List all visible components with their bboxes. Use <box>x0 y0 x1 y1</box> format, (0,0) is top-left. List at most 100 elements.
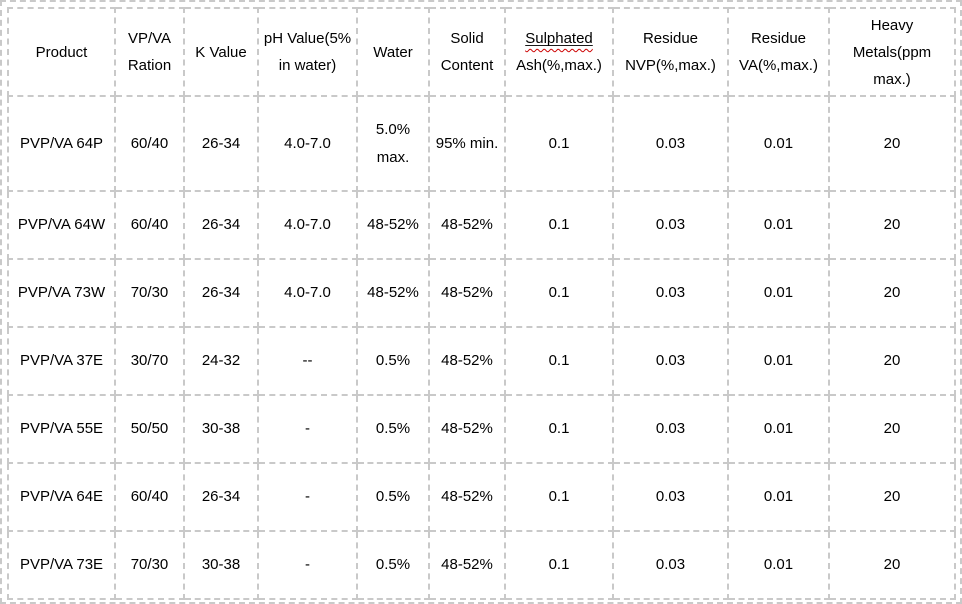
header-cell-residue-nvp: Residue NVP(%,max.) <box>612 7 729 97</box>
cell-water: 0.5% <box>356 530 430 600</box>
header-cell-water: Water <box>356 7 430 97</box>
cell-solid-content: 48-52% <box>428 326 506 396</box>
cell-heavy-metals: 20 <box>828 258 956 328</box>
header-cell-residue-va: Residue VA(%,max.) <box>727 7 830 97</box>
cell-water: 0.5% <box>356 394 430 464</box>
header-label: NVP(%,max.) <box>625 57 716 74</box>
cell-solid-content: 48-52% <box>428 258 506 328</box>
header-label: K Value <box>195 43 247 61</box>
header-cell-heavy-metals: Heavy Metals(ppm max.) <box>828 7 956 97</box>
product-spec-table: Product VP/VA Ration K Value pH Value(5%… <box>7 7 956 600</box>
cell-residue-va: 0.01 <box>727 190 830 260</box>
cell-residue-nvp: 0.03 <box>612 394 729 464</box>
cell-sulphated-ash: 0.1 <box>504 95 614 192</box>
cell-residue-nvp: 0.03 <box>612 462 729 532</box>
cell-sulphated-ash: 0.1 <box>504 530 614 600</box>
header-label: Sulphated <box>525 30 593 47</box>
cell-heavy-metals: 20 <box>828 462 956 532</box>
cell-sulphated-ash: 0.1 <box>504 258 614 328</box>
table-row: PVP/VA 64W 60/40 26-34 4.0-7.0 48-52% 48… <box>7 190 956 260</box>
cell-vpva-ration: 60/40 <box>114 190 185 260</box>
table-row: PVP/VA 64E 60/40 26-34 - 0.5% 48-52% 0.1… <box>7 462 956 532</box>
header-label: Ash(%,max.) <box>516 57 602 74</box>
cell-product: PVP/VA 55E <box>7 394 116 464</box>
cell-residue-nvp: 0.03 <box>612 190 729 260</box>
cell-k-value: 24-32 <box>183 326 259 396</box>
header-label: Solid <box>450 30 484 47</box>
cell-solid-content: 48-52% <box>428 462 506 532</box>
header-label: VP/VA <box>127 30 172 47</box>
cell-solid-content: 48-52% <box>428 190 506 260</box>
cell-ph-value: - <box>257 394 358 464</box>
cell-vpva-ration: 30/70 <box>114 326 185 396</box>
cell-product: PVP/VA 64P <box>7 95 116 192</box>
cell-product: PVP/VA 37E <box>7 326 116 396</box>
cell-k-value: 30-38 <box>183 394 259 464</box>
table-row: PVP/VA 64P 60/40 26-34 4.0-7.0 5.0% max.… <box>7 95 956 192</box>
cell-ph-value: 4.0-7.0 <box>257 95 358 192</box>
cell-heavy-metals: 20 <box>828 394 956 464</box>
cell-water: 0.5% <box>356 462 430 532</box>
cell-heavy-metals: 20 <box>828 530 956 600</box>
cell-ph-value: 4.0-7.0 <box>257 258 358 328</box>
cell-ph-value: 4.0-7.0 <box>257 190 358 260</box>
cell-product: PVP/VA 73E <box>7 530 116 600</box>
cell-water: 48-52% <box>356 258 430 328</box>
table-row: PVP/VA 73W 70/30 26-34 4.0-7.0 48-52% 48… <box>7 258 956 328</box>
cell-residue-va: 0.01 <box>727 95 830 192</box>
cell-ph-value: - <box>257 462 358 532</box>
cell-solid-content: 95% min. <box>428 95 506 192</box>
header-label: pH Value(5% <box>263 30 352 47</box>
header-label: Product <box>35 43 88 61</box>
cell-ph-value: -- <box>257 326 358 396</box>
header-label: Water <box>373 43 413 61</box>
cell-vpva-ration: 70/30 <box>114 258 185 328</box>
header-label: Metals(ppm max.) <box>852 43 932 88</box>
header-cell-k-value: K Value <box>183 7 259 97</box>
cell-residue-va: 0.01 <box>727 462 830 532</box>
cell-sulphated-ash: 0.1 <box>504 394 614 464</box>
cell-residue-va: 0.01 <box>727 258 830 328</box>
cell-product: PVP/VA 73W <box>7 258 116 328</box>
cell-sulphated-ash: 0.1 <box>504 190 614 260</box>
cell-residue-va: 0.01 <box>727 394 830 464</box>
cell-solid-content: 48-52% <box>428 394 506 464</box>
cell-sulphated-ash: 0.1 <box>504 462 614 532</box>
cell-heavy-metals: 20 <box>828 95 956 192</box>
header-label: Heavy <box>870 16 914 34</box>
cell-k-value: 26-34 <box>183 462 259 532</box>
cell-ph-value: - <box>257 530 358 600</box>
cell-residue-nvp: 0.03 <box>612 258 729 328</box>
header-cell-vpva-ration: VP/VA Ration <box>114 7 185 97</box>
header-cell-sulphated-ash: Sulphated Ash(%,max.) <box>504 7 614 97</box>
cell-vpva-ration: 60/40 <box>114 462 185 532</box>
table-row: PVP/VA 55E 50/50 30-38 - 0.5% 48-52% 0.1… <box>7 394 956 464</box>
cell-residue-nvp: 0.03 <box>612 326 729 396</box>
cell-k-value: 26-34 <box>183 258 259 328</box>
header-cell-ph-value: pH Value(5% in water) <box>257 7 358 97</box>
cell-k-value: 26-34 <box>183 95 259 192</box>
header-label: Ration <box>127 57 172 74</box>
header-label: in water) <box>278 57 337 74</box>
table-row: PVP/VA 73E 70/30 30-38 - 0.5% 48-52% 0.1… <box>7 530 956 600</box>
header-label: Content <box>440 57 494 74</box>
cell-water: 48-52% <box>356 190 430 260</box>
cell-heavy-metals: 20 <box>828 190 956 260</box>
header-label: Residue <box>750 30 807 47</box>
cell-product: PVP/VA 64E <box>7 462 116 532</box>
cell-water: 0.5% <box>356 326 430 396</box>
cell-residue-nvp: 0.03 <box>612 530 729 600</box>
cell-water: 5.0% max. <box>356 95 430 192</box>
header-row: Product VP/VA Ration K Value pH Value(5%… <box>7 7 956 97</box>
header-cell-solid-content: Solid Content <box>428 7 506 97</box>
cell-k-value: 30-38 <box>183 530 259 600</box>
cell-sulphated-ash: 0.1 <box>504 326 614 396</box>
cell-product: PVP/VA 64W <box>7 190 116 260</box>
cell-residue-va: 0.01 <box>727 530 830 600</box>
cell-residue-nvp: 0.03 <box>612 95 729 192</box>
cell-solid-content: 48-52% <box>428 530 506 600</box>
cell-vpva-ration: 50/50 <box>114 394 185 464</box>
table-row: PVP/VA 37E 30/70 24-32 -- 0.5% 48-52% 0.… <box>7 326 956 396</box>
cell-vpva-ration: 70/30 <box>114 530 185 600</box>
